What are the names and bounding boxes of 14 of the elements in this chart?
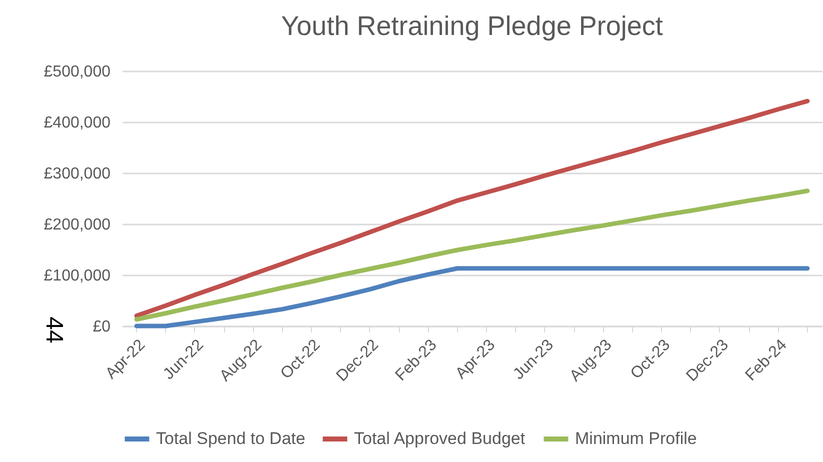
y-tick-label: £0 (92, 318, 111, 336)
chart-title: Youth Retraining Pledge Project (281, 11, 664, 41)
legend-label: Total Spend to Date (156, 429, 306, 448)
line-series (134, 188, 810, 322)
legend-label: Total Approved Budget (354, 429, 526, 448)
y-tick-label: £400,000 (44, 114, 111, 132)
text: 44 (40, 316, 68, 344)
line-series (134, 266, 810, 328)
legend-label: Minimum Profile (575, 429, 697, 448)
y-tick-label: £300,000 (44, 166, 111, 182)
line-series (134, 98, 810, 318)
y-tick-label: £100,000 (44, 268, 111, 284)
y-tick-label: £200,000 (44, 216, 111, 234)
y-tick-label: £500,000 (44, 64, 111, 80)
